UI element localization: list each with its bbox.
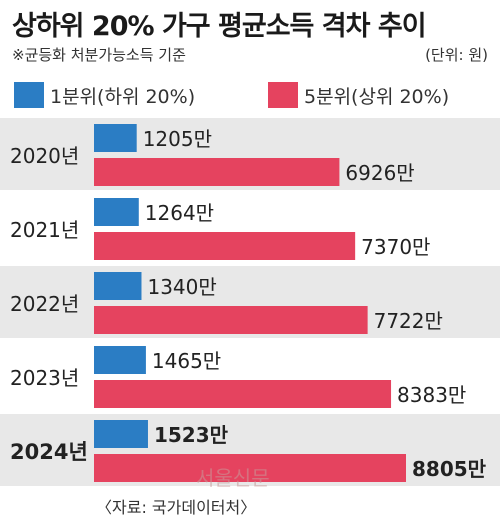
value-label: 7722만	[374, 309, 443, 333]
bar-high	[94, 380, 392, 408]
legend-swatch-low	[14, 82, 44, 108]
legend-high: 5분위(상위 20%)	[268, 80, 449, 110]
category-label: 2020년	[10, 144, 79, 168]
value-label: 8805만	[412, 457, 487, 481]
watermark-logo: 서울신문	[196, 466, 270, 490]
legend-swatch-high	[268, 82, 298, 108]
category-label: 2024년	[10, 440, 88, 464]
value-label: 1523만	[154, 423, 229, 447]
category-label: 2023년	[10, 366, 79, 390]
bar-low	[94, 420, 148, 448]
legend-low: 1분위(하위 20%)	[14, 80, 195, 110]
bar-high	[94, 232, 356, 260]
bar-low	[94, 198, 139, 226]
basis-note: ※균등화 처분가능소득 기준	[12, 46, 186, 64]
value-label: 1264만	[145, 201, 214, 225]
chart-title: 상하위 20% 가구 평균소득 격차 추이	[12, 11, 427, 42]
bar-low	[94, 272, 142, 300]
bar-high	[94, 454, 406, 482]
category-label: 2022년	[10, 292, 79, 316]
legend-label-high: 5분위(상위 20%)	[304, 85, 450, 108]
bar-low	[94, 124, 137, 152]
legend-label-low: 1분위(하위 20%)	[50, 85, 196, 108]
value-label: 8383만	[397, 383, 466, 407]
value-label: 1340만	[147, 275, 216, 299]
value-label: 1205만	[143, 127, 212, 151]
bar-high	[94, 306, 368, 334]
unit-note: (단위: 원)	[425, 46, 488, 64]
category-label: 2021년	[10, 218, 79, 242]
value-label: 7370만	[361, 235, 430, 259]
bar-high	[94, 158, 340, 186]
value-label: 6926만	[345, 161, 414, 185]
value-label: 1465만	[152, 349, 221, 373]
bar-low	[94, 346, 146, 374]
source-note: 〈자료: 국가데이터처〉	[96, 498, 257, 517]
